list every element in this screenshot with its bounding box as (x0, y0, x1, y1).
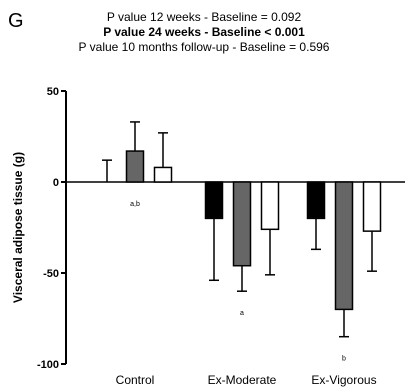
bar (334, 181, 354, 311)
panel-label: G (8, 10, 24, 32)
x-category-label: Control (116, 373, 155, 387)
y-tick-label: 50 (47, 86, 59, 98)
pvalue-12-weeks: P value 12 weeks - Baseline = 0.092 (106, 10, 302, 24)
bar (204, 181, 224, 220)
pvalue-10-months: P value 10 months follow-up - Baseline =… (78, 40, 330, 54)
pvalue-24-weeks: P value 24 weeks - Baseline < 0.001 (103, 25, 305, 39)
x-category-label: Ex-Vigorous (311, 373, 376, 387)
bar (306, 181, 326, 220)
significance-label: a,b (130, 201, 140, 208)
bar (362, 181, 382, 232)
y-tick-label: 0 (53, 177, 59, 189)
x-category-label: Ex-Moderate (208, 373, 277, 387)
bar (232, 181, 252, 267)
y-tick-label: -50 (43, 268, 59, 280)
bar (125, 150, 145, 183)
y-axis-title: Visceral adipose tissue (g) (11, 152, 25, 303)
bar (260, 181, 280, 231)
significance-label: b (342, 356, 346, 363)
bar (153, 166, 173, 183)
y-tick-label: -100 (37, 359, 59, 371)
significance-label: a (240, 310, 244, 317)
